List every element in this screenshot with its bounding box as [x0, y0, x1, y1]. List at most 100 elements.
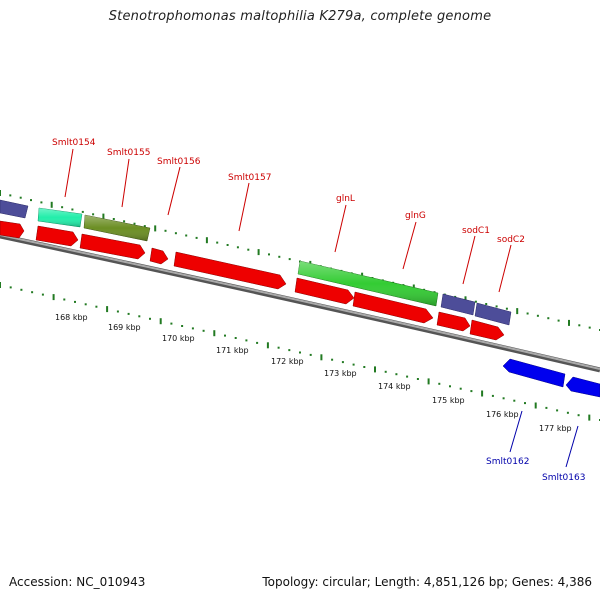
accession-text: Accession: NC_010943 [9, 575, 146, 589]
cds-sodc1[interactable] [440, 293, 476, 316]
outer-track-major-tick [464, 296, 467, 303]
gene-label-sodc1[interactable]: sodC1 [462, 226, 490, 236]
outer-track-dot [185, 234, 188, 237]
outer-track-dot [247, 248, 250, 251]
outer-track-major-tick [568, 319, 570, 326]
gene-label-smlt0157[interactable]: Smlt0157 [228, 173, 271, 183]
inner-track-dot [63, 298, 66, 301]
gene-label-layer: Smlt0154 Smlt0155 Smlt0156 Smlt0157 glnL… [52, 138, 585, 483]
gene-label-glnl[interactable]: glnL [336, 194, 355, 204]
inner-track-dot [20, 288, 23, 291]
outer-track-dot [557, 319, 560, 322]
cds-smlt0155-shade [84, 215, 150, 241]
ruler-label: 171 kbp [216, 346, 249, 355]
outer-track-dot [195, 236, 198, 239]
cds-forward-7[interactable] [352, 291, 434, 324]
outer-track-dot [216, 241, 219, 244]
outer-track-dot [40, 201, 43, 204]
outer-track-major-tick [205, 237, 208, 244]
cds-smlt0162[interactable] [502, 358, 566, 388]
cds-forward-5[interactable] [173, 251, 287, 290]
ruler-labels: 168 kbp 169 kbp 170 kbp 171 kbp 172 kbp … [55, 313, 572, 433]
cds-forward-2[interactable] [35, 225, 79, 247]
inner-track-dot [341, 361, 344, 364]
cds-glnl-shade [298, 261, 438, 306]
inner-track-dot [416, 378, 419, 380]
ruler-label: 174 kbp [378, 382, 411, 391]
inner-track-dot [202, 329, 205, 332]
outer-track-dot [495, 305, 498, 308]
cds-forward-3[interactable] [79, 233, 146, 260]
ruler-label: 176 kbp [486, 410, 519, 419]
inner-track-dot [309, 353, 312, 356]
ruler-label: 173 kbp [324, 369, 357, 378]
outer-track-dot [236, 246, 239, 249]
inner-track-dot [502, 397, 505, 400]
outer-track-dot [19, 196, 22, 199]
outer-track-major-tick [516, 308, 519, 315]
feature-row-top [0, 199, 512, 326]
inner-track-dot [449, 385, 451, 388]
inner-track-dot [395, 373, 398, 376]
cds-forward-9[interactable] [469, 319, 505, 341]
outer-track-dot [226, 244, 229, 246]
leader-smlt0155 [121, 158, 130, 208]
gc-track-outer [0, 190, 600, 331]
leader-smlt0154 [64, 148, 74, 198]
inner-track-dot [170, 322, 173, 325]
leader-sodc1 [462, 235, 476, 285]
cds-forward-4[interactable] [149, 247, 169, 265]
inner-track-dot [352, 363, 355, 366]
inner-track-dot [384, 370, 387, 373]
gene-label-sodc2[interactable]: sodC2 [497, 235, 525, 245]
inner-track-major-tick [52, 294, 55, 301]
outer-track-dot [61, 206, 64, 209]
inner-track-dot [181, 325, 184, 327]
inner-track-dot [224, 334, 226, 337]
cds-forward-6[interactable] [294, 277, 355, 305]
inner-track-major-tick [588, 414, 591, 421]
cds-sodc2[interactable] [474, 302, 512, 326]
feature-row-cds-forward [0, 220, 505, 341]
inner-track-dot [41, 293, 44, 296]
outer-track-dot [164, 229, 167, 232]
gene-label-smlt0163[interactable]: Smlt0163 [542, 473, 585, 483]
outer-track-dot [81, 210, 84, 213]
outer-track-dot [92, 213, 95, 216]
inner-track-dot [277, 346, 280, 349]
inner-track-major-tick [213, 330, 216, 337]
inner-track-dot [545, 406, 548, 409]
outer-track-dot [174, 232, 177, 235]
inner-track-dot [256, 341, 259, 344]
cds-smlt0163[interactable] [565, 376, 600, 398]
inner-track-dot [84, 303, 87, 306]
outer-track-dot [9, 194, 12, 197]
cds-smlt0153[interactable] [0, 199, 29, 219]
outer-track-dot [123, 220, 126, 223]
outer-track-major-tick [50, 201, 53, 208]
inner-track-major-tick [106, 306, 109, 313]
inner-track-dot [299, 351, 301, 354]
inner-track-major-tick [427, 378, 430, 385]
inner-track-dot [566, 411, 569, 414]
leader-smlt0156 [167, 166, 181, 216]
ruler-label: 170 kbp [162, 334, 195, 343]
inner-track-dot [438, 382, 441, 385]
inner-track-major-tick [266, 342, 269, 349]
cds-forward-1[interactable] [0, 220, 25, 239]
gene-label-smlt0154[interactable]: Smlt0154 [52, 138, 96, 148]
ruler-label: 169 kbp [108, 323, 141, 332]
inner-track-dot [95, 305, 98, 308]
cds-forward-8[interactable] [436, 311, 471, 332]
inner-track-dot [577, 414, 580, 417]
ruler-label: 175 kbp [432, 396, 465, 405]
leader-glnl [334, 204, 347, 253]
outer-track-dot [268, 253, 270, 256]
gene-label-smlt0162[interactable]: Smlt0162 [486, 457, 529, 467]
outer-track-major-tick [0, 190, 1, 196]
outer-track-dot [288, 258, 291, 261]
gene-label-smlt0156[interactable]: Smlt0156 [157, 157, 201, 167]
gene-label-smlt0155[interactable]: Smlt0155 [107, 148, 150, 158]
gene-label-glng[interactable]: glnG [405, 211, 426, 221]
cds-smlt0154-shade [38, 208, 82, 227]
